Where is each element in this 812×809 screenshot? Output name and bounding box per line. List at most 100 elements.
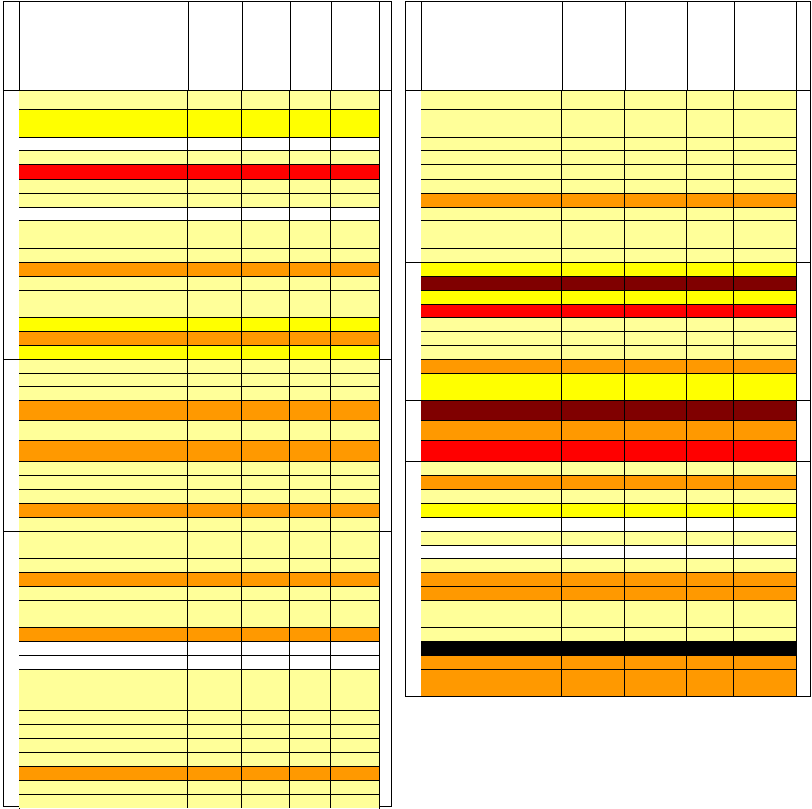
left-table-cell — [242, 586, 290, 600]
left-table-cell — [290, 359, 331, 373]
left-table-cell — [290, 420, 331, 440]
right-table-cell — [421, 262, 562, 276]
left-table-cell — [242, 440, 290, 461]
right-table-cell — [421, 655, 562, 669]
right-table-cell — [562, 440, 625, 461]
left-table-cell — [242, 600, 290, 627]
right-column-divider — [562, 2, 563, 91]
right-group-separator — [406, 400, 810, 401]
right-table-cell — [625, 655, 687, 669]
right-table-cell — [562, 109, 625, 137]
left-table-cell — [331, 345, 379, 359]
left-table-cell — [242, 262, 290, 276]
right-table-cell — [734, 90, 796, 109]
right-table-cell — [421, 627, 562, 641]
left-table-cell — [290, 738, 331, 752]
left-table-cell — [290, 331, 331, 345]
right-table-cell — [625, 400, 687, 420]
right-table-cell — [562, 304, 625, 317]
right-table-cell — [421, 586, 562, 600]
left-table-cell — [290, 90, 331, 109]
right-table-cell — [625, 290, 687, 304]
left-table-cell — [290, 109, 331, 137]
left-table-cell — [188, 531, 242, 558]
right-table-cell — [734, 193, 796, 207]
right-table-cell — [421, 489, 562, 503]
left-table-cell — [290, 600, 331, 627]
right-table-cell — [625, 600, 687, 627]
right-table-cell — [562, 276, 625, 290]
left-table-cell — [331, 137, 379, 150]
left-table-cell — [188, 290, 242, 317]
left-table-cell — [19, 794, 188, 808]
left-table-cell — [331, 150, 379, 164]
right-table-cell — [687, 373, 734, 400]
right-table-cell — [734, 207, 796, 220]
right-table-cell — [562, 90, 625, 109]
right-table-cell — [734, 503, 796, 517]
right-table-cell — [421, 90, 562, 109]
right-table-cell — [734, 262, 796, 276]
right-table-cell — [687, 400, 734, 420]
left-table-cell — [290, 386, 331, 400]
right-table-cell — [687, 317, 734, 331]
right-table-cell — [421, 600, 562, 627]
left-table-cell — [19, 655, 188, 669]
right-table-cell — [562, 207, 625, 220]
right-table-cell — [687, 545, 734, 558]
left-table-cell — [188, 503, 242, 517]
right-table-cell — [734, 359, 796, 373]
right-table-cell — [421, 503, 562, 517]
left-table-cell — [242, 220, 290, 248]
left-table-cell — [242, 461, 290, 475]
left-table-cell — [242, 780, 290, 794]
right-table-cell — [562, 600, 625, 627]
left-table-cell — [331, 531, 379, 558]
right-table-cell — [421, 137, 562, 150]
right-table-cell — [625, 558, 687, 572]
right-table-cell — [687, 137, 734, 150]
left-table-cell — [19, 248, 188, 262]
right-table-cell — [625, 304, 687, 317]
left-table-cell — [290, 794, 331, 808]
right-table-cell — [687, 461, 734, 475]
left-table-cell — [188, 475, 242, 489]
left-table-cell — [290, 780, 331, 794]
left-table-cell — [19, 641, 188, 655]
right-table-cell — [687, 248, 734, 262]
left-table-cell — [188, 262, 242, 276]
right-table-cell — [687, 345, 734, 359]
left-table-cell — [331, 440, 379, 461]
left-table-cell — [242, 248, 290, 262]
right-table-cell — [687, 641, 734, 655]
right-table-cell — [687, 359, 734, 373]
right-table-cell — [687, 420, 734, 440]
right-table-cell — [625, 669, 687, 696]
right-table-cell — [734, 179, 796, 193]
right-table-cell — [421, 531, 562, 545]
right-table-cell — [562, 193, 625, 207]
right-table-cell — [625, 248, 687, 262]
left-table-cell — [290, 752, 331, 766]
right-table-cell — [421, 304, 562, 317]
left-table-cell — [188, 558, 242, 572]
right-table-cell — [734, 600, 796, 627]
right-table-cell — [734, 164, 796, 179]
right-table-cell — [562, 503, 625, 517]
left-table-cell — [331, 276, 379, 290]
right-table-cell — [421, 150, 562, 164]
right-table-cell — [421, 290, 562, 304]
left-table-cell — [331, 262, 379, 276]
left-table-cell — [331, 220, 379, 248]
left-table-cell — [19, 724, 188, 738]
left-table-cell — [19, 766, 188, 780]
right-table-cell — [421, 331, 562, 345]
left-column-divider — [331, 2, 332, 91]
right-table-cell — [687, 489, 734, 503]
left-table-cell — [19, 489, 188, 503]
left-table-cell — [19, 572, 188, 586]
left-table-cell — [331, 752, 379, 766]
left-table-cell — [188, 331, 242, 345]
left-table-cell — [290, 164, 331, 179]
left-group-separator — [4, 531, 391, 532]
